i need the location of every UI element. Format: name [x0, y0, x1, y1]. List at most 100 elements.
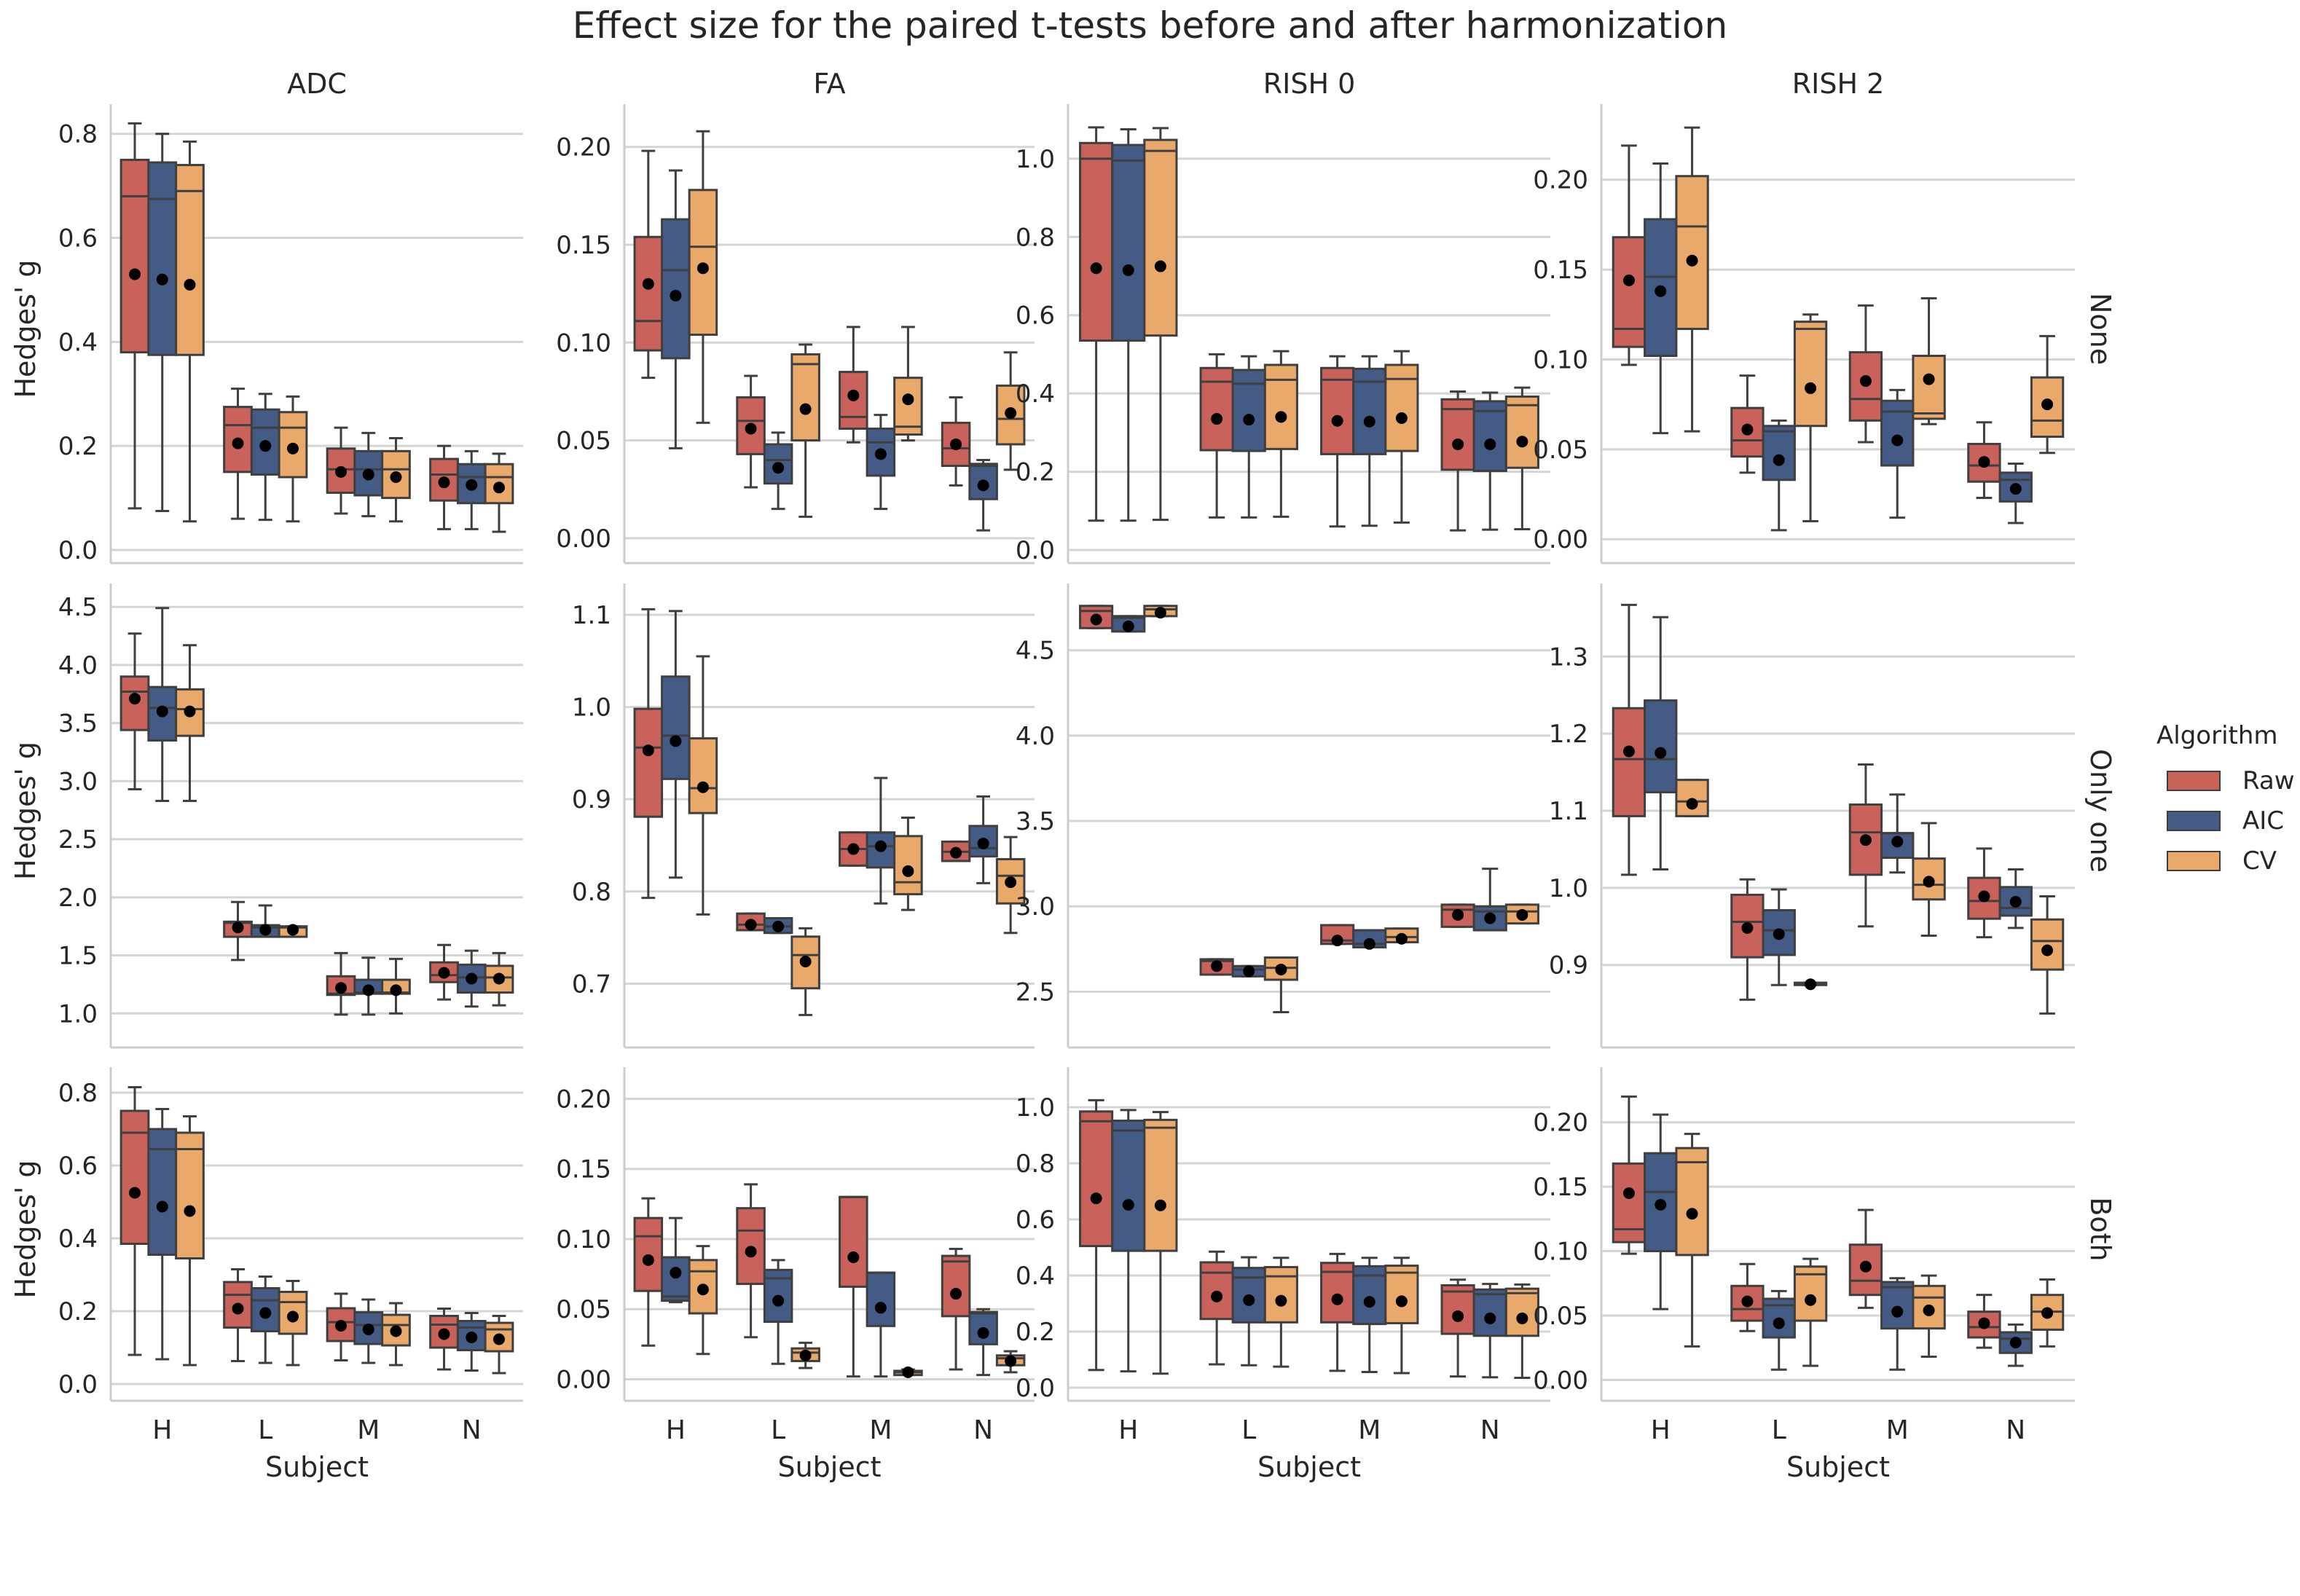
mean-marker	[902, 393, 914, 406]
box-iqr	[1793, 321, 1828, 428]
mean-marker	[1622, 274, 1635, 286]
y-tick-label: 0.00	[556, 524, 611, 554]
legend-label-raw: Raw	[2242, 766, 2295, 795]
box-m-aic	[1880, 1277, 1915, 1371]
box-l-cv	[278, 924, 308, 938]
mean-marker	[1805, 1294, 1817, 1306]
mean-marker	[1686, 254, 1698, 267]
box-m-raw	[326, 1292, 356, 1361]
box-m-aic	[353, 1298, 384, 1364]
mean-marker	[1005, 876, 1017, 889]
panel-both-rish-0: 0.0 0.2 0.4 0.6 0.8 1.0 H L M N Subject	[1016, 1067, 1550, 1483]
box-iqr	[790, 353, 820, 442]
box-iqr	[1199, 1261, 1234, 1321]
mean-marker	[1395, 1295, 1408, 1308]
y-tick-label: 1.0	[1016, 1093, 1055, 1123]
box-n-cv	[2030, 1278, 2065, 1348]
y-tick-label: 0.9	[1549, 951, 1588, 980]
box-h-raw	[119, 632, 150, 790]
box-iqr	[1762, 425, 1796, 481]
y-tick-label: 0.4	[1016, 1262, 1055, 1291]
mean-marker	[184, 705, 196, 718]
y-tick-label: 0.10	[556, 1225, 611, 1254]
mean-marker	[1859, 1260, 1872, 1273]
mean-marker	[847, 389, 860, 401]
mean-marker	[466, 972, 478, 985]
box-m-aic	[353, 956, 384, 1016]
mean-marker	[1090, 613, 1102, 626]
box-l-cv	[1793, 313, 1828, 523]
y-tick-label: 0.20	[556, 133, 611, 162]
box-m-raw	[326, 426, 356, 515]
mean-marker	[977, 479, 989, 492]
box-n-aic	[968, 795, 998, 884]
mean-marker	[799, 955, 812, 967]
y-tick-label: 4.0	[1016, 722, 1055, 751]
box-iqr	[1199, 366, 1234, 452]
mean-marker	[1741, 1295, 1754, 1308]
box-iqr	[1263, 363, 1298, 450]
mean-marker	[772, 1294, 785, 1307]
y-tick-label: 0.2	[58, 1297, 98, 1326]
box-iqr	[147, 161, 178, 356]
y-tick-label: 0.8	[572, 878, 611, 907]
mean-marker	[438, 1328, 450, 1340]
box-h-raw	[633, 608, 664, 900]
mean-marker	[156, 273, 168, 286]
mean-marker	[1622, 745, 1635, 758]
box-l-raw	[736, 912, 766, 932]
mean-marker	[1154, 607, 1166, 619]
mean-marker	[642, 278, 654, 290]
y-tick-label: 0.05	[556, 427, 611, 456]
box-n-raw	[1440, 903, 1475, 928]
box-iqr	[1967, 442, 2001, 483]
box-l-aic	[250, 1275, 280, 1364]
mean-marker	[1516, 1312, 1528, 1324]
box-n-cv	[1504, 1283, 1539, 1380]
box-h-aic	[661, 610, 691, 879]
box-iqr	[429, 961, 459, 983]
y-tick-label: 1.0	[1016, 145, 1055, 174]
box-h-raw	[1079, 126, 1114, 522]
panel-none-rish-2: 0.00 0.05 0.10 0.15 0.20 RISH 2 None	[1533, 68, 2116, 565]
x-tick-label: L	[1772, 1415, 1786, 1445]
box-iqr	[1644, 699, 1678, 794]
column-title: RISH 0	[1263, 68, 1356, 100]
box-iqr	[1231, 369, 1266, 452]
x-tick-label: M	[1358, 1415, 1381, 1445]
mean-marker	[1622, 1187, 1635, 1199]
x-tick-label: H	[152, 1415, 172, 1445]
mean-marker	[466, 1332, 478, 1343]
x-tick-label: N	[973, 1415, 993, 1445]
mean-marker	[1655, 747, 1667, 759]
x-tick-label: L	[1241, 1415, 1256, 1445]
box-n-aic	[1472, 868, 1507, 932]
panel-both-adc: 0.0 0.2 0.4 0.6 0.8 H L M N Hedges' g Subject	[9, 1067, 523, 1483]
box-iqr	[1504, 395, 1539, 469]
box-l-aic	[763, 431, 793, 511]
y-tick-label: 0.4	[58, 1224, 98, 1254]
legend-item-cv: CV	[2135, 841, 2295, 881]
mean-marker	[184, 278, 196, 291]
x-tick-label: L	[771, 1415, 785, 1445]
box-m-raw	[1320, 924, 1355, 947]
mean-marker	[847, 1251, 860, 1263]
y-tick-label: 0.6	[1016, 1206, 1055, 1235]
box-m-cv	[1384, 1257, 1419, 1375]
mean-marker	[772, 462, 785, 474]
panel-none-fa: 0.00 0.05 0.10 0.15 0.20 FA	[556, 68, 1035, 565]
mean-marker	[902, 1366, 914, 1378]
y-tick-label: 0.8	[1016, 223, 1055, 252]
mean-marker	[1655, 285, 1667, 297]
y-tick-label: 1.0	[572, 693, 611, 723]
column-title: ADC	[287, 68, 347, 100]
box-h-raw	[1079, 1098, 1114, 1372]
box-n-raw	[429, 444, 459, 530]
panel-none-rish-0: 0.0 0.2 0.4 0.6 0.8 1.0 RISH 0	[1016, 68, 1550, 565]
x-tick-label: M	[1886, 1415, 1909, 1445]
box-h-cv	[688, 1245, 718, 1356]
mean-marker	[1891, 1305, 1904, 1318]
mean-marker	[1655, 1198, 1667, 1211]
y-tick-label: 0.05	[556, 1295, 611, 1324]
box-iqr	[763, 443, 793, 485]
